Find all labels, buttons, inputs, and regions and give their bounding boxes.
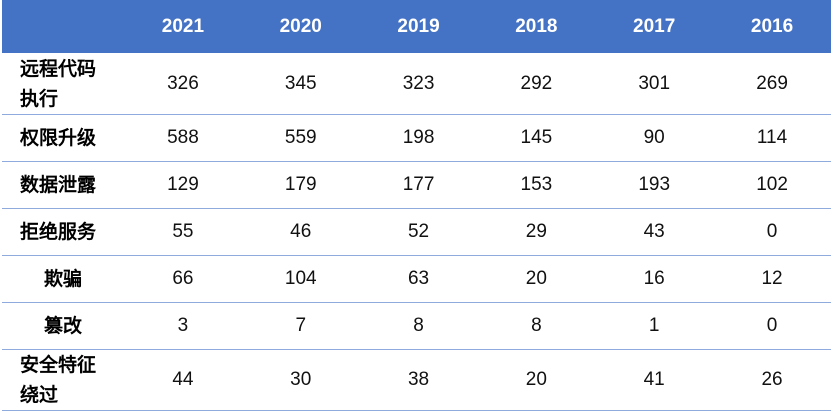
table-cell: 0 — [713, 302, 831, 350]
row-label: 远程代码执行 — [20, 57, 97, 110]
table-cell: 8 — [477, 302, 596, 350]
table-cell: 26 — [713, 349, 831, 411]
table-cell: 12 — [713, 255, 831, 303]
row-label: 安全特征绕过 — [20, 354, 97, 406]
table-row: 篡改 3 7 8 8 1 0 — [2, 302, 831, 350]
table-row: 数据泄露 129 179 177 153 193 102 — [2, 161, 831, 209]
table-cell: 559 — [241, 114, 360, 162]
table-cell: 588 — [124, 114, 242, 162]
table-cell: 292 — [477, 53, 596, 115]
table-cell: 29 — [477, 208, 596, 256]
row-label-cell: 篡改 — [2, 302, 125, 350]
header-year-2021: 2021 — [124, 0, 242, 53]
table-cell: 52 — [359, 208, 478, 256]
row-label: 权限升级 — [20, 127, 97, 149]
table-cell: 90 — [595, 114, 714, 162]
table-row: 远程代码执行 326 345 323 292 301 269 — [2, 53, 831, 115]
table-cell: 20 — [477, 349, 596, 411]
table-cell: 3 — [124, 302, 242, 350]
table-cell: 198 — [359, 114, 478, 162]
table-cell: 63 — [359, 255, 478, 303]
table-cell: 179 — [241, 161, 360, 209]
table-cell: 38 — [359, 349, 478, 411]
table-cell: 55 — [124, 208, 242, 256]
header-year-2019: 2019 — [359, 0, 478, 53]
table-cell: 66 — [124, 255, 242, 303]
table-cell: 323 — [359, 53, 478, 115]
row-label: 数据泄露 — [20, 174, 97, 196]
header-row: 2021 2020 2019 2018 2017 2016 — [2, 0, 831, 53]
table-cell: 177 — [359, 161, 478, 209]
row-label-cell: 数据泄露 — [2, 161, 125, 209]
header-year-2016: 2016 — [713, 0, 831, 53]
table-cell: 326 — [124, 53, 242, 115]
row-label-cell: 权限升级 — [2, 114, 125, 162]
table-cell: 114 — [713, 114, 831, 162]
table-cell: 345 — [241, 53, 360, 115]
table-row: 拒绝服务 55 46 52 29 43 0 — [2, 208, 831, 256]
table-cell: 44 — [124, 349, 242, 411]
table-cell: 30 — [241, 349, 360, 411]
row-label-cell: 安全特征绕过 — [2, 349, 125, 411]
row-label: 篡改 — [44, 315, 83, 337]
table-row: 欺骗 66 104 63 20 16 12 — [2, 255, 831, 303]
table-header: 2021 2020 2019 2018 2017 2016 — [2, 0, 831, 53]
header-year-2020: 2020 — [241, 0, 360, 53]
table-cell: 153 — [477, 161, 596, 209]
table-cell: 46 — [241, 208, 360, 256]
header-corner-cell — [2, 0, 125, 53]
table-cell: 193 — [595, 161, 714, 209]
table-cell: 16 — [595, 255, 714, 303]
table-cell: 8 — [359, 302, 478, 350]
table-row: 权限升级 588 559 198 145 90 114 — [2, 114, 831, 162]
table-cell: 145 — [477, 114, 596, 162]
table-cell: 7 — [241, 302, 360, 350]
header-year-2018: 2018 — [477, 0, 596, 53]
table-body: 远程代码执行 326 345 323 292 301 269 权限升级 588 … — [2, 53, 831, 411]
table-row: 安全特征绕过 44 30 38 20 41 26 — [2, 349, 831, 411]
table-cell: 104 — [241, 255, 360, 303]
table-cell: 0 — [713, 208, 831, 256]
row-label-cell: 远程代码执行 — [2, 53, 125, 115]
table-cell: 301 — [595, 53, 714, 115]
header-year-2017: 2017 — [595, 0, 714, 53]
row-label-cell: 欺骗 — [2, 255, 125, 303]
table-cell: 269 — [713, 53, 831, 115]
table-cell: 43 — [595, 208, 714, 256]
table-cell: 129 — [124, 161, 242, 209]
row-label: 欺骗 — [44, 268, 83, 290]
table-cell: 20 — [477, 255, 596, 303]
row-label-cell: 拒绝服务 — [2, 208, 125, 256]
table-cell: 41 — [595, 349, 714, 411]
row-label: 拒绝服务 — [20, 221, 97, 243]
table-cell: 102 — [713, 161, 831, 209]
table-cell: 1 — [595, 302, 714, 350]
